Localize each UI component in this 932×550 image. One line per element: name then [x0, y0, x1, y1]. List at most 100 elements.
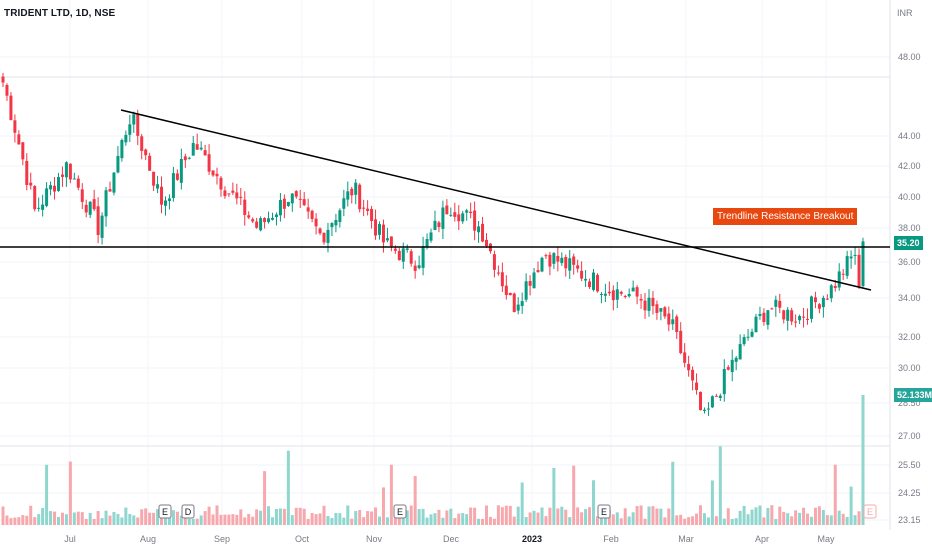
candle-body: [659, 308, 663, 312]
volume-bar: [572, 465, 576, 525]
candle-body: [560, 257, 564, 264]
event-marker-label: E: [162, 507, 168, 517]
candle-body: [584, 278, 588, 281]
volume-bar: [37, 514, 41, 525]
candle-body: [849, 256, 853, 259]
candle-body: [255, 221, 259, 228]
candle-body: [445, 205, 449, 215]
volume-bar: [80, 512, 84, 525]
volume-bar: [290, 515, 294, 525]
symbol-title[interactable]: TRIDENT LTD, 1D, NSE: [4, 8, 116, 19]
volume-bar: [469, 507, 473, 525]
candle-body: [718, 395, 722, 398]
candle-body: [156, 184, 160, 189]
candle-body: [588, 281, 592, 288]
volume-bar: [338, 513, 342, 525]
volume-bar: [548, 507, 552, 525]
volume-bar: [623, 508, 627, 525]
candle-body: [536, 270, 540, 273]
candle-body: [477, 226, 481, 233]
volume-bar: [738, 510, 742, 525]
volume-bar: [45, 464, 49, 525]
candle-body: [397, 250, 401, 261]
candle-body: [270, 217, 274, 220]
volume-bar: [175, 511, 179, 525]
volume-bar: [195, 518, 199, 525]
event-marker-box: [597, 504, 611, 519]
candle-body: [813, 297, 817, 303]
candle-body: [358, 184, 362, 210]
volume-bar: [120, 517, 124, 525]
candle-body: [84, 204, 88, 213]
candle-body: [203, 150, 207, 156]
trendline[interactable]: [120, 109, 872, 291]
volume-bar: [611, 514, 615, 525]
candle-body: [116, 156, 120, 173]
event-marker[interactable]: E: [393, 504, 407, 519]
candle-body: [730, 359, 734, 373]
candle-body: [80, 189, 84, 202]
volume-bar: [267, 506, 271, 525]
volume-bar: [588, 507, 592, 525]
candle-body: [346, 191, 350, 200]
volume-bar: [742, 505, 746, 525]
candle-body: [790, 310, 794, 322]
volume-bar: [564, 509, 568, 525]
candle-body: [473, 210, 477, 231]
volume-bar: [809, 516, 813, 525]
volume-bar: [782, 511, 786, 525]
candle-body: [389, 236, 393, 247]
volume-bar: [770, 505, 774, 525]
candle-body: [726, 367, 730, 370]
candle-body: [754, 316, 758, 333]
volume-tag: 52.133M: [894, 388, 932, 402]
event-marker[interactable]: E: [158, 504, 172, 519]
volume-bar: [84, 518, 88, 525]
candle-body: [239, 196, 243, 198]
volume-bar: [433, 513, 437, 525]
candle-body: [334, 220, 338, 226]
volume-bar: [227, 514, 231, 525]
candle-body: [76, 178, 80, 188]
volume-bar: [663, 517, 667, 525]
volume-bar: [124, 507, 128, 525]
candle-body: [695, 382, 699, 391]
volume-bar: [790, 516, 794, 525]
candle-body: [770, 308, 774, 310]
candle-body: [437, 222, 441, 228]
candle-body: [631, 287, 635, 292]
volume-bar: [294, 507, 298, 525]
event-marker[interactable]: E: [597, 504, 611, 519]
candle-body: [354, 182, 358, 195]
event-marker[interactable]: E: [863, 504, 877, 519]
volume-bar: [699, 505, 703, 525]
volume-bar: [679, 514, 683, 525]
event-marker[interactable]: D: [181, 504, 195, 519]
volume-bar: [60, 512, 64, 525]
candle-body: [639, 298, 643, 301]
event-marker-box: [863, 504, 877, 519]
candle-body: [485, 239, 489, 247]
volume-bar: [710, 480, 714, 525]
candle-body: [734, 357, 738, 362]
volume-bar: [817, 506, 821, 525]
candle-body: [219, 177, 223, 190]
candle-body: [88, 201, 92, 215]
volume-bar: [33, 517, 37, 525]
candle-body: [41, 204, 45, 210]
candle-body: [568, 258, 572, 271]
event-marker-label: D: [185, 507, 192, 517]
candle-body: [330, 223, 334, 228]
candle-body: [140, 136, 144, 151]
candle-body: [837, 271, 841, 288]
volume-bar: [552, 467, 556, 525]
volume-bar: [21, 515, 25, 525]
candle-body: [691, 369, 695, 381]
volume-bar: [251, 516, 255, 525]
volume-bar: [528, 512, 532, 525]
volume-bar: [179, 515, 183, 525]
volume-bar: [255, 509, 259, 525]
volume-bar: [619, 518, 623, 525]
annotation-label[interactable]: Trendline Resistance Breakout: [713, 208, 858, 225]
